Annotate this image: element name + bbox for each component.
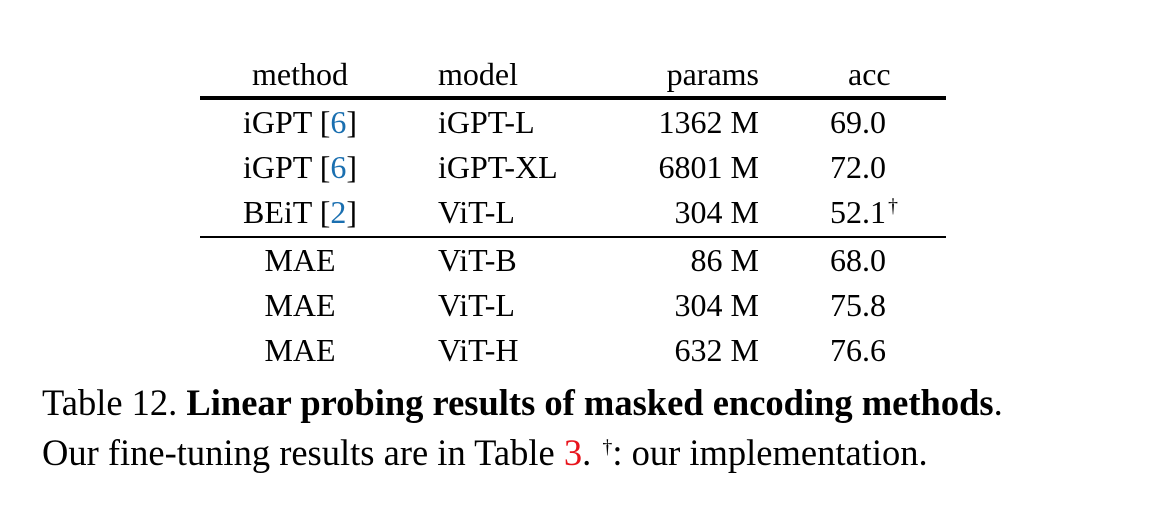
params-cell: 86 M: [690, 242, 759, 278]
header-acc: acc: [848, 56, 891, 92]
table-row: MAE ViT-B 86 M 68.0: [200, 238, 946, 283]
model-cell: ViT-H: [438, 332, 519, 368]
acc-cell: 72.0: [830, 149, 886, 185]
table-row: MAE ViT-H 632 M 76.6: [200, 328, 946, 373]
table-ref-link[interactable]: 3: [563, 432, 583, 473]
caption-title: Linear probing results of masked encodin…: [186, 382, 994, 423]
table-header-row: method model params acc: [200, 52, 946, 96]
model-cell: ViT-L: [438, 287, 515, 323]
acc-cell: 52.1 †: [830, 194, 898, 230]
model-cell: ViT-B: [438, 242, 517, 278]
method-cell: MAE: [264, 242, 336, 278]
citation-link[interactable]: 6: [330, 149, 347, 185]
params-cell: 304 M: [674, 287, 759, 323]
acc-cell: 68.0: [830, 242, 886, 278]
results-table: method model params acc iGPT [6] iGPT-L …: [200, 52, 946, 373]
header-method: method: [252, 56, 348, 92]
table-row: MAE ViT-L 304 M 75.8: [200, 283, 946, 328]
header-params: params: [666, 56, 759, 92]
caption-label: Table 12.: [42, 382, 178, 423]
table-row: iGPT [6] iGPT-L 1362 M 69.0: [200, 100, 946, 145]
method-cell: BEiT [2]: [242, 194, 358, 230]
acc-cell: 69.0: [830, 104, 886, 140]
header-model: model: [438, 56, 518, 92]
citation-link[interactable]: 6: [330, 104, 347, 140]
params-cell: 6801 M: [658, 149, 759, 185]
model-cell: iGPT-XL: [438, 149, 558, 185]
citation-link[interactable]: 2: [330, 194, 347, 230]
params-cell: 632 M: [674, 332, 759, 368]
method-cell: iGPT [6]: [242, 104, 358, 140]
method-cell: iGPT [6]: [242, 149, 358, 185]
model-cell: iGPT-L: [438, 104, 535, 140]
header-rule: [200, 96, 946, 100]
dagger-mark: †: [888, 195, 898, 217]
method-cell: MAE: [264, 332, 336, 368]
model-cell: ViT-L: [438, 194, 515, 230]
group-rule: [200, 236, 946, 238]
table-row: iGPT [6] iGPT-XL 6801 M 72.0: [200, 145, 946, 190]
acc-cell: 76.6: [830, 332, 886, 368]
method-cell: MAE: [264, 287, 336, 323]
params-cell: 304 M: [674, 194, 759, 230]
table-caption: Table 12. Linear probing results of mask…: [42, 382, 1003, 473]
acc-cell: 75.8: [830, 287, 886, 323]
table-row: BEiT [2] ViT-L 304 M 52.1 †: [200, 190, 946, 235]
params-cell: 1362 M: [658, 104, 759, 140]
caption-dagger: †: [602, 436, 613, 458]
